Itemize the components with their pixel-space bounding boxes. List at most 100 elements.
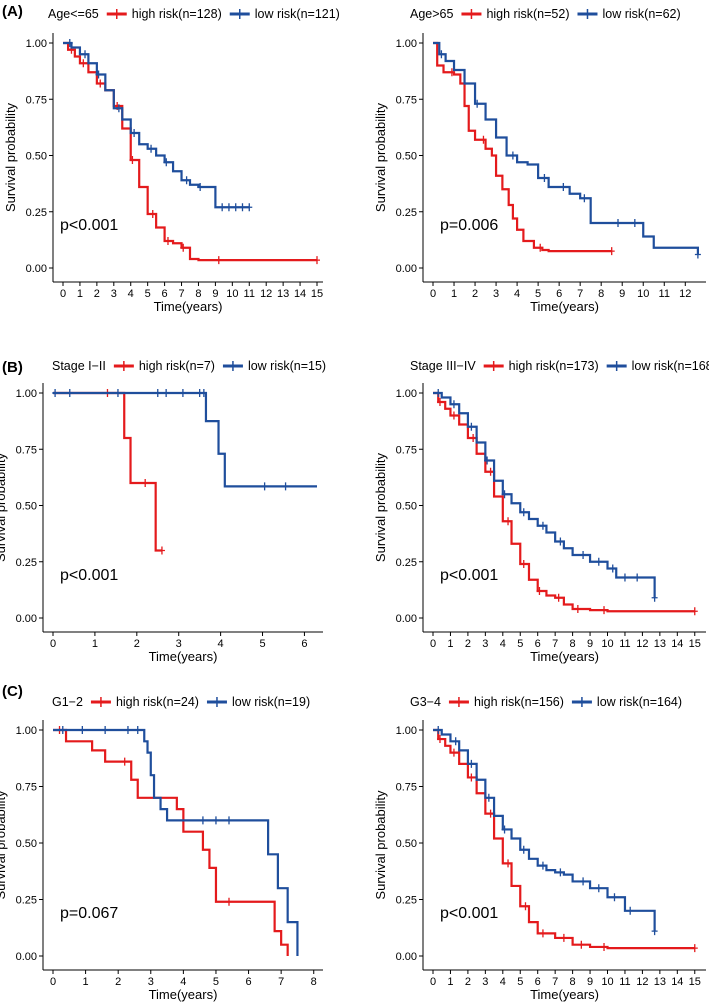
censor-mark-high bbox=[601, 606, 608, 615]
censor-mark-high bbox=[142, 479, 149, 487]
censor-mark-low bbox=[468, 422, 475, 431]
censor-mark-low bbox=[212, 816, 219, 825]
p-value-label: p=0.006 bbox=[440, 217, 498, 234]
censor-mark-low bbox=[438, 50, 445, 59]
y-tick-label: 1.00 bbox=[16, 725, 37, 737]
legend-label-high: high risk(n=7) bbox=[139, 359, 215, 373]
censor-mark-high bbox=[450, 748, 457, 757]
x-tick-label: 8 bbox=[598, 288, 604, 300]
x-tick-label: 13 bbox=[277, 288, 289, 300]
y-tick-label: 0.25 bbox=[26, 207, 47, 219]
censor-mark-low bbox=[239, 203, 246, 212]
km-curve-high bbox=[433, 728, 695, 950]
censor-mark-high bbox=[129, 156, 136, 164]
x-tick-label: 3 bbox=[482, 638, 488, 650]
x-tick-label: 2 bbox=[94, 288, 100, 300]
censor-mark-high bbox=[314, 256, 320, 265]
x-tick-label: 9 bbox=[587, 976, 593, 988]
x-tick-label: 5 bbox=[259, 638, 265, 650]
censor-mark-low bbox=[179, 389, 186, 397]
x-tick-label: 8 bbox=[570, 638, 576, 650]
x-tick-label: 4 bbox=[218, 638, 224, 650]
y-tick-label: 0.75 bbox=[396, 782, 417, 794]
km-panel-4: 0.000.250.500.751.000 1 2 3 4 5 6 7 8 9 10 11 12 13 14… bbox=[373, 359, 709, 664]
censor-mark-high bbox=[691, 944, 698, 953]
panel-label-a: (A) bbox=[2, 3, 23, 20]
censor-mark-high bbox=[436, 398, 443, 406]
censor-mark-low bbox=[621, 573, 628, 582]
y-tick-label: 0.00 bbox=[396, 951, 417, 963]
censor-mark-low bbox=[595, 557, 602, 566]
censor-mark-low bbox=[509, 151, 516, 160]
x-tick-label: 12 bbox=[260, 288, 272, 300]
censor-mark-high bbox=[608, 247, 615, 256]
censor-mark-low bbox=[197, 183, 204, 191]
censor-mark-low bbox=[232, 203, 239, 212]
x-tick-label: 8 bbox=[195, 288, 201, 300]
censor-mark-high bbox=[97, 79, 104, 88]
km-curve-high bbox=[53, 728, 289, 956]
x-axis-title: Time(years) bbox=[530, 649, 599, 664]
x-tick-label: 0 bbox=[430, 976, 436, 988]
legend-label-low: low risk(n=62) bbox=[602, 7, 680, 21]
censor-mark-low bbox=[541, 174, 548, 182]
x-tick-label: 4 bbox=[128, 288, 134, 300]
x-tick-label: 2 bbox=[465, 638, 471, 650]
legend-label-high: high risk(n=156) bbox=[474, 695, 564, 709]
censor-mark-low bbox=[219, 203, 226, 212]
censor-mark-low bbox=[66, 39, 73, 47]
legend-title: Stage I−II bbox=[52, 359, 106, 373]
x-tick-label: 0 bbox=[50, 976, 56, 988]
km-panel-5: 0.00 0.25 0.50 0.75 1.00 0 1 2 3 4 5 6 7 8 Time(years)… bbox=[0, 695, 323, 1002]
censor-mark-low bbox=[694, 250, 701, 259]
legend-label-high: high risk(n=128) bbox=[132, 7, 222, 21]
censor-mark-low bbox=[557, 537, 564, 546]
x-axis-title: Time(years) bbox=[149, 987, 218, 1002]
x-tick-label: 8 bbox=[570, 976, 576, 988]
p-value-label: p<0.001 bbox=[440, 905, 498, 922]
censor-mark-low bbox=[450, 400, 457, 409]
censor-mark-low bbox=[200, 389, 207, 397]
censor-mark-low bbox=[102, 726, 109, 734]
y-tick-label: 0.25 bbox=[396, 895, 417, 907]
censor-mark-high bbox=[487, 467, 494, 476]
censor-mark-low bbox=[199, 816, 206, 825]
x-tick-label: 3 bbox=[111, 288, 117, 300]
censor-mark-low bbox=[66, 389, 73, 397]
censor-mark-low bbox=[634, 573, 641, 582]
censor-mark-low bbox=[148, 144, 155, 153]
y-tick-label: 1.00 bbox=[396, 388, 417, 400]
censor-mark-low bbox=[282, 482, 289, 491]
x-tick-label: 9 bbox=[587, 638, 593, 650]
y-tick-label: 1.00 bbox=[26, 38, 47, 50]
y-tick-label: 1.00 bbox=[16, 388, 37, 400]
censor-mark-low bbox=[484, 456, 491, 465]
censor-mark-low bbox=[114, 389, 121, 397]
censor-mark-low bbox=[52, 389, 59, 397]
legend-label-high: high risk(n=24) bbox=[116, 695, 199, 709]
x-tick-label: 0 bbox=[430, 638, 436, 650]
legend-title: Age>65 bbox=[410, 7, 453, 21]
censor-mark-low bbox=[468, 759, 475, 768]
censor-mark-high bbox=[522, 902, 529, 911]
censor-mark-high bbox=[80, 59, 87, 68]
x-tick-label: 1 bbox=[447, 638, 453, 650]
censor-mark-high bbox=[487, 809, 494, 818]
censor-mark-high bbox=[470, 434, 477, 442]
x-tick-label: 7 bbox=[178, 288, 184, 300]
censor-mark-low bbox=[82, 50, 89, 59]
censor-mark-low bbox=[131, 129, 138, 137]
y-axis-title: Survival probability bbox=[0, 452, 8, 562]
censor-mark-low bbox=[609, 564, 616, 573]
legend-label-low: low risk(n=121) bbox=[255, 7, 340, 21]
x-tick-label: 7 bbox=[577, 288, 583, 300]
y-tick-label: 0.75 bbox=[396, 444, 417, 456]
censor-mark-high bbox=[601, 942, 608, 951]
censor-mark-low bbox=[611, 893, 618, 902]
km-panel-1: 0.000.250.500.751.000 1 2 3 4 5 6 7 8 9 10 11 12 13 14… bbox=[3, 7, 340, 314]
x-tick-label: 14 bbox=[671, 638, 683, 650]
km-panel-2: 0.000.250.500.751.000 1 2 3 4 5 6 7 8 9 10 11 12Time… bbox=[373, 7, 706, 314]
y-axis-title: Survival probability bbox=[373, 452, 388, 562]
km-curve-low bbox=[53, 391, 317, 488]
km-curve-high bbox=[63, 41, 317, 262]
